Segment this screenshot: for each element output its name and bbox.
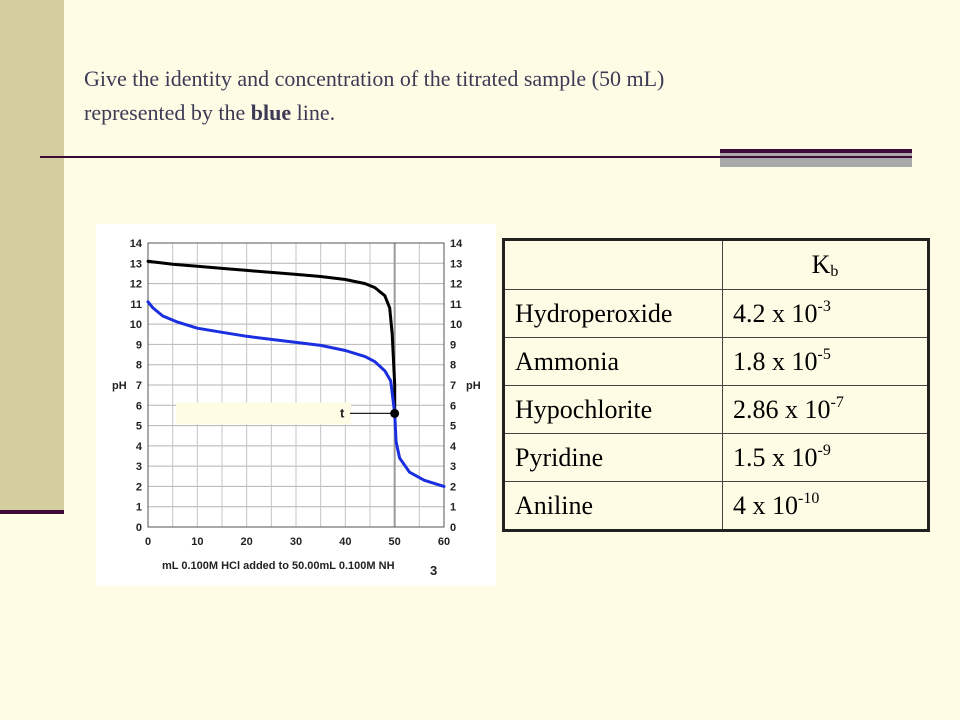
kb-row-value: 1.8 x 10-5 — [722, 337, 929, 386]
kb-table-header: Kb — [722, 239, 929, 290]
kb-table-row: Ammonia 1.8 x 10-5 — [503, 337, 929, 386]
annotation-mask — [176, 402, 351, 425]
series-line-blue — [146, 300, 446, 488]
titration-chart: 0 0 1 1 2 2 3 3 4 4 5 5 6 6 7 7 8 8 9 9 10 10 11 11 12 12 13 13 14 14… — [96, 224, 496, 586]
x-tick-label: 40 — [339, 536, 351, 548]
y-axis-label-right: pH — [466, 380, 481, 392]
sidebar-panel — [0, 0, 64, 512]
title-divider-accent — [720, 149, 912, 167]
y-tick-label-right: 13 — [450, 258, 462, 270]
equivalence-point-marker — [390, 408, 400, 418]
y-tick-label-left: 2 — [136, 481, 142, 493]
question-emphasis: blue — [250, 100, 292, 125]
y-tick-label-right: 1 — [450, 502, 456, 514]
y-tick-label-right: 8 — [450, 360, 456, 372]
y-tick-label-left: 13 — [130, 258, 142, 270]
kb-table-header-row: Kb — [503, 239, 929, 290]
x-tick-label: 10 — [191, 536, 203, 548]
y-tick-label-right: 5 — [450, 421, 456, 433]
kb-table-corner — [503, 239, 723, 290]
x-tick-label: 20 — [241, 536, 253, 548]
kb-table-row: Hydroperoxide 4.2 x 10-3 — [503, 289, 929, 338]
y-tick-label-left: 6 — [136, 400, 142, 412]
x-axis-label: mL 0.100M HCl added to 50.00mL 0.100M NH — [162, 560, 395, 572]
y-axis-label-left: pH — [112, 380, 127, 392]
y-tick-label-right: 0 — [450, 522, 456, 534]
kb-row-name: Hypochlorite — [503, 385, 723, 434]
x-tick-label: 30 — [290, 536, 302, 548]
y-tick-label-right: 7 — [450, 380, 456, 392]
x-tick-label: 0 — [145, 536, 151, 548]
annotation-label: t — [340, 405, 345, 420]
y-tick-label-left: 3 — [136, 461, 142, 473]
kb-table-row: Pyridine 1.5 x 10-9 — [503, 433, 929, 482]
kb-table-row: Hypochlorite 2.86 x 10-7 — [503, 385, 929, 434]
x-tick-label: 60 — [438, 536, 450, 548]
y-tick-label-left: 0 — [136, 522, 142, 534]
y-tick-label-right: 6 — [450, 400, 456, 412]
kb-row-value: 4 x 10-10 — [722, 481, 929, 531]
y-tick-label-right: 11 — [450, 299, 462, 311]
y-tick-label-right: 4 — [450, 441, 457, 453]
y-tick-label-right: 2 — [450, 481, 456, 493]
series-line-black — [146, 259, 397, 415]
kb-row-value: 2.86 x 10-7 — [722, 385, 929, 434]
question-text: Give the identity and concentration of t… — [84, 62, 904, 130]
question-line-2: represented by the — [84, 100, 251, 125]
kb-row-value: 1.5 x 10-9 — [722, 433, 929, 482]
y-tick-label-right: 14 — [450, 238, 463, 250]
title-divider — [40, 156, 720, 158]
x-tick-label: 50 — [389, 536, 401, 548]
y-tick-label-left: 11 — [130, 299, 142, 311]
kb-table-row: Aniline 4 x 10-10 — [503, 481, 929, 531]
y-tick-label-left: 4 — [136, 441, 143, 453]
y-tick-label-left: 5 — [136, 421, 142, 433]
question-line-1: Give the identity and concentration of t… — [84, 66, 665, 91]
y-tick-label-left: 10 — [130, 319, 142, 331]
y-tick-label-right: 3 — [450, 461, 456, 473]
kb-row-name: Hydroperoxide — [503, 289, 723, 338]
y-tick-label-left: 9 — [136, 339, 142, 351]
y-tick-label-right: 10 — [450, 319, 462, 331]
y-tick-label-right: 12 — [450, 279, 462, 291]
y-tick-label-left: 1 — [136, 502, 142, 514]
plot-frame — [147, 242, 445, 528]
kb-row-value: 4.2 x 10-3 — [722, 289, 929, 338]
y-tick-label-right: 9 — [450, 339, 456, 351]
kb-row-name: Aniline — [503, 481, 723, 531]
kb-row-name: Pyridine — [503, 433, 723, 482]
y-tick-label-left: 8 — [136, 360, 142, 372]
sidebar-divider — [0, 510, 64, 514]
y-tick-label-left: 7 — [136, 380, 142, 392]
kb-table: Kb Hydroperoxide 4.2 x 10-3 Ammonia 1.8 … — [502, 238, 930, 532]
kb-row-name: Ammonia — [503, 337, 723, 386]
x-axis-label-subscript: 3 — [430, 563, 437, 578]
y-tick-label-left: 12 — [130, 279, 142, 291]
y-tick-label-left: 14 — [130, 238, 143, 250]
question-line-2-end: line. — [291, 100, 336, 125]
